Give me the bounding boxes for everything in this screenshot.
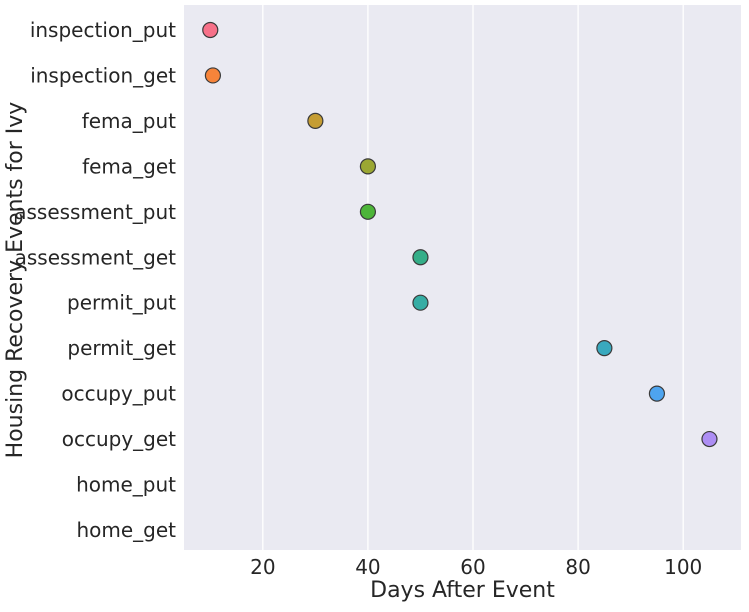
- y-tick-label: inspection_get: [30, 63, 176, 87]
- data-point-permit-put: [412, 294, 429, 311]
- y-tick-label: permit_get: [67, 336, 176, 360]
- data-point-inspection-get: [204, 67, 222, 84]
- x-tick-labels: 20 40 60 80 100: [250, 555, 702, 579]
- y-tick-label: occupy_put: [61, 382, 176, 406]
- grid-lines: [262, 5, 684, 550]
- x-axis-label: Days After Event: [370, 578, 555, 603]
- y-tick-label: fema_put: [82, 109, 176, 133]
- y-tick-label: assessment_get: [15, 245, 177, 269]
- y-tick-label: occupy_get: [62, 427, 176, 451]
- data-point-inspection-put: [202, 21, 219, 39]
- y-axis-label: Housing Recovery Events for Ivy: [3, 102, 28, 459]
- data-point-fema-put: [307, 112, 324, 130]
- y-tick-label: permit_put: [67, 291, 176, 315]
- data-point-occupy-get: [701, 430, 718, 448]
- data-point-assessment-put: [359, 203, 377, 220]
- y-tick-label: fema_get: [82, 154, 176, 178]
- data-point-fema-get: [359, 158, 377, 175]
- x-tick-label: 80: [565, 555, 590, 579]
- y-tick-label: home_put: [76, 473, 176, 497]
- y-tick-label: home_get: [76, 518, 176, 542]
- plot-background: [184, 5, 741, 550]
- data-point-permit-get: [596, 340, 613, 357]
- data-points: [202, 21, 718, 448]
- x-tick-label: 100: [664, 555, 702, 579]
- x-tick-label: 60: [460, 555, 485, 579]
- data-point-assessment-get: [412, 249, 429, 266]
- y-tick-label: inspection_put: [30, 18, 176, 42]
- y-tick-label: assessment_put: [14, 200, 176, 224]
- x-tick-label: 40: [355, 555, 380, 579]
- data-point-occupy-put: [648, 385, 666, 402]
- x-tick-label: 20: [250, 555, 275, 579]
- y-tick-labels: inspection_put inspection_get fema_putfema…: [14, 18, 176, 542]
